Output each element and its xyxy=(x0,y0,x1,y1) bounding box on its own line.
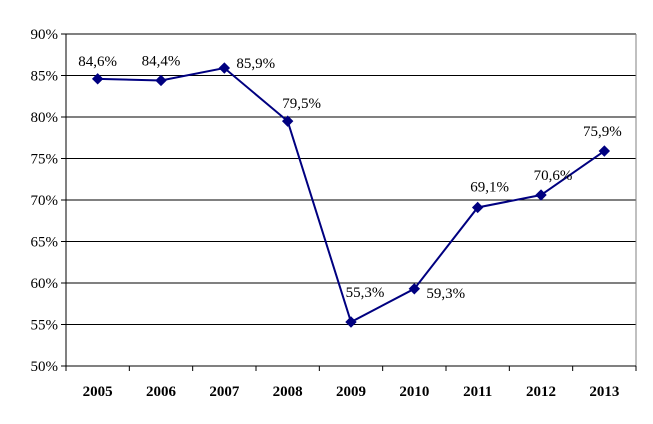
data-label: 75,9% xyxy=(583,124,622,140)
x-tick-label: 2009 xyxy=(336,384,366,400)
x-tick-label: 2007 xyxy=(209,384,240,400)
x-tick-label: 2011 xyxy=(463,384,492,400)
y-tick-label: 65% xyxy=(31,235,59,251)
data-label: 85,9% xyxy=(236,56,275,72)
data-labels: 84,6% 84,4% 85,9% 79,5% 55,3% 59,3% 69,1% 70,6%… xyxy=(78,53,621,301)
y-tick-label: 55% xyxy=(31,318,59,334)
data-point-marker xyxy=(218,62,231,74)
x-axis-tick-labels: 2005 2006 2007 2008 2009 2010 2011 2012 2013 xyxy=(83,384,620,400)
data-label: 59,3% xyxy=(426,286,465,302)
y-tick-label: 50% xyxy=(31,359,59,375)
y-tick-label: 80% xyxy=(31,110,59,126)
data-point-marker xyxy=(345,316,357,328)
data-label: 84,6% xyxy=(78,54,117,70)
series-layer xyxy=(91,62,611,328)
x-tick-label: 2005 xyxy=(83,384,113,400)
x-tick-label: 2013 xyxy=(589,384,619,400)
y-axis-tick-labels: 50% 55% 60% 65% 70% 75% 80% 85% 90% xyxy=(31,27,59,375)
data-point-marker xyxy=(408,283,421,295)
data-point-marker xyxy=(91,73,104,85)
data-point-marker xyxy=(598,145,611,157)
data-label: 84,4% xyxy=(142,53,181,69)
data-label: 55,3% xyxy=(346,285,385,301)
y-tick-label: 85% xyxy=(31,69,59,85)
x-tick-label: 2008 xyxy=(273,384,303,400)
x-tick-label: 2006 xyxy=(146,384,177,400)
data-label: 79,5% xyxy=(282,96,321,112)
data-point-marker xyxy=(471,201,484,214)
data-point-marker xyxy=(155,74,167,87)
x-tick-label: 2012 xyxy=(526,384,556,400)
axes xyxy=(61,33,637,371)
data-point-marker xyxy=(535,189,547,201)
data-point-marker xyxy=(281,115,294,127)
y-tick-label: 70% xyxy=(31,193,59,209)
series-line xyxy=(97,66,605,324)
y-tick-label: 60% xyxy=(31,276,59,292)
data-label: 70,6% xyxy=(534,168,573,184)
y-tick-label: 90% xyxy=(31,27,59,43)
y-tick-label: 75% xyxy=(31,152,59,168)
x-tick-label: 2010 xyxy=(399,384,429,400)
data-label: 69,1% xyxy=(470,179,509,195)
